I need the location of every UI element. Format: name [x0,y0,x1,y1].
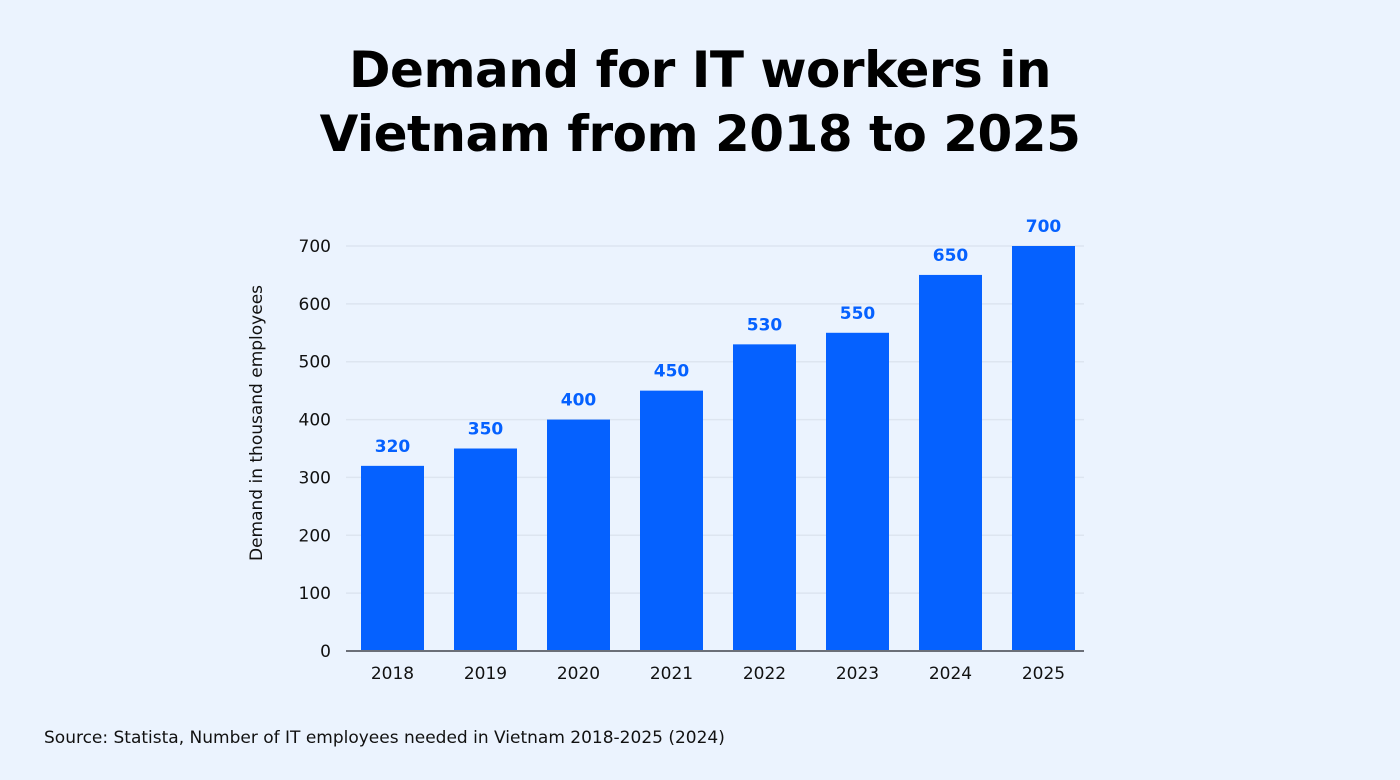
x-tick-label: 2021 [650,664,693,684]
chart-title: Demand for IT workers in Vietnam from 20… [0,38,1400,166]
bar-2020 [547,419,610,651]
data-label: 700 [1026,217,1062,237]
data-label: 350 [468,420,504,440]
bar-2021 [640,390,703,651]
y-tick-label: 700 [299,237,331,257]
title-line-1: Demand for IT workers in [349,41,1051,99]
data-label: 530 [747,315,783,335]
bar-2023 [826,332,889,651]
y-axis-label: Demand in thousand employees [247,285,267,561]
x-tick-label: 2024 [929,664,972,684]
data-label: 650 [933,246,969,266]
data-label: 450 [654,362,690,382]
x-tick-label: 2018 [371,664,414,684]
x-tick-label: 2025 [1022,664,1065,684]
bar-2024 [919,274,982,651]
x-tick-label: 2020 [557,664,600,684]
y-tick-label: 500 [299,353,331,373]
x-tick-label: 2023 [836,664,879,684]
data-label: 400 [561,391,597,411]
title-line-2: Vietnam from 2018 to 2025 [319,105,1081,163]
y-tick-label: 400 [299,411,331,431]
y-tick-label: 600 [299,295,331,315]
data-label: 320 [375,437,411,457]
x-tick-label: 2019 [464,664,507,684]
y-tick-label: 100 [299,584,331,604]
source-note: Source: Statista, Number of IT employees… [44,728,725,748]
bar-2022 [733,344,796,651]
data-label: 550 [840,304,876,324]
bar-2019 [454,448,517,651]
y-tick-label: 300 [299,468,331,488]
x-tick-label: 2022 [743,664,786,684]
bar-2018 [361,465,424,651]
y-tick-label: 0 [320,642,331,662]
bar-2025 [1012,246,1075,651]
bar-chart: 0 100 200 300 400 500 600 700 320 2018 350 2019 400 2… [247,217,1084,684]
y-tick-label: 200 [299,526,331,546]
